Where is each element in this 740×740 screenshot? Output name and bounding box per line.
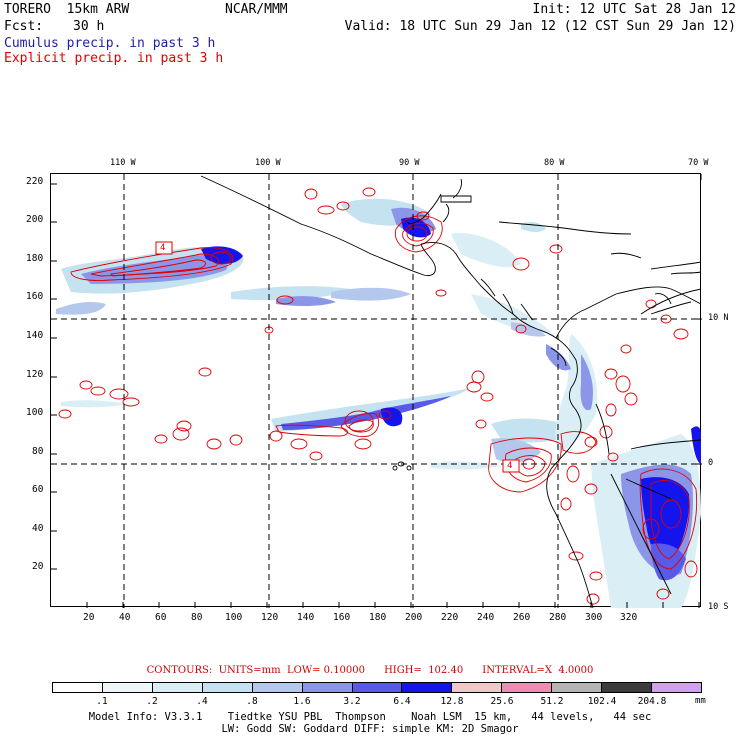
x-tick-120: 120: [261, 612, 279, 623]
cumulus-legend: Cumulus precip. in past 3 h: [4, 36, 216, 51]
colorbar-label: 51.2: [540, 696, 564, 707]
x-tick-180: 180: [369, 612, 387, 623]
latlon-grid: [51, 174, 702, 608]
y-tick-220: 220: [26, 176, 44, 187]
colorbar-swatch: [53, 683, 103, 692]
x-tick-320: 320: [620, 612, 638, 623]
x-tick-140: 140: [297, 612, 315, 623]
colorbar-label: 102.4: [587, 696, 617, 707]
colorbar-label: 1.6: [293, 696, 311, 707]
x-tick-300: 300: [585, 612, 603, 623]
colorbar-label: 204.8: [637, 696, 667, 707]
lon-label-80w: 80 W: [544, 158, 565, 168]
lat-label-10s: 10 S: [708, 602, 729, 612]
colorbar-swatch: [302, 683, 353, 692]
colorbar-swatch: [202, 683, 253, 692]
lon-label-110w: 110 W: [110, 158, 136, 168]
fcst-value: 30 h: [73, 19, 105, 34]
y-tick-40: 40: [32, 523, 44, 534]
cumulus-precip-shading: [56, 198, 701, 608]
x-tick-220: 220: [441, 612, 459, 623]
max-value-markers: [155, 241, 520, 473]
x-tick-280: 280: [549, 612, 567, 623]
lon-label-90w: 90 W: [399, 158, 420, 168]
lon-label-100w: 100 W: [255, 158, 281, 168]
colorbar-units: mm: [695, 696, 706, 706]
colorbar-label: .2: [146, 696, 158, 707]
colorbar-label: 3.2: [343, 696, 361, 707]
colorbar-label: 6.4: [393, 696, 411, 707]
y-tick-20: 20: [32, 561, 44, 572]
colorbar-swatch: [452, 683, 503, 692]
y-tick-200: 200: [26, 214, 44, 225]
contours-info: CONTOURS: UNITS=mm LOW= 0.10000 HIGH= 10…: [146, 665, 594, 676]
x-tick-60: 60: [155, 612, 167, 623]
model-info-line2: LW: Godd SW: Goddard DIFF: simple KM: 2D…: [221, 723, 519, 735]
y-tick-60: 60: [32, 484, 44, 495]
coastline: [200, 175, 702, 608]
max-box-label-1: 4: [160, 243, 166, 253]
max-box-label-2: 4: [507, 461, 513, 471]
y-tick-180: 180: [26, 253, 44, 264]
colorbar-label: .8: [246, 696, 258, 707]
lat-label-0: 0: [708, 458, 714, 468]
explicit-legend: Explicit precip. in past 3 h: [4, 51, 224, 66]
valid-time: Valid: 18 UTC Sun 29 Jan 12 (12 CST Sun …: [344, 19, 736, 34]
colorbar-swatch: [252, 683, 303, 692]
x-tick-260: 260: [513, 612, 531, 623]
color-scale-bar: [52, 682, 702, 693]
fcst-label: Fcst:: [4, 19, 44, 34]
org-label: NCAR/MMM: [225, 2, 288, 17]
colorbar-swatch: [602, 683, 653, 692]
x-tick-200: 200: [405, 612, 423, 623]
colorbar-label: 25.6: [490, 696, 514, 707]
x-tick-100: 100: [225, 612, 243, 623]
colorbar-swatch: [652, 683, 701, 692]
map-canvas: [51, 174, 702, 608]
explicit-precip-contours: [58, 187, 698, 605]
x-tick-40: 40: [119, 612, 131, 623]
model-info-line1: Model Info: V3.3.1 Tiedtke YSU PBL Thomp…: [88, 711, 652, 723]
init-time: Init: 12 UTC Sat 28 Jan 12: [532, 2, 737, 17]
colorbar-swatch: [102, 683, 153, 692]
lat-label-10n: 10 N: [708, 313, 729, 323]
colorbar-label: 12.8: [440, 696, 464, 707]
x-tick-160: 160: [333, 612, 351, 623]
x-tick-20: 20: [83, 612, 95, 623]
y-tick-100: 100: [26, 407, 44, 418]
x-tick-80: 80: [191, 612, 203, 623]
axis-ticks: [51, 174, 702, 608]
colorbar-swatch: [552, 683, 603, 692]
colorbar-swatch: [152, 683, 203, 692]
model-title: TORERO 15km ARW: [4, 2, 130, 17]
colorbar-label: .4: [196, 696, 208, 707]
y-tick-160: 160: [26, 291, 44, 302]
colorbar-label: .1: [96, 696, 108, 707]
y-tick-140: 140: [26, 330, 44, 341]
y-tick-120: 120: [26, 369, 44, 380]
precip-map: 4 4: [50, 173, 702, 608]
colorbar-swatch: [402, 683, 453, 692]
colorbar-swatch: [352, 683, 403, 692]
colorbar-swatch: [502, 683, 553, 692]
lon-label-70w: 70 W: [688, 158, 709, 168]
x-tick-240: 240: [477, 612, 495, 623]
y-tick-80: 80: [32, 446, 44, 457]
